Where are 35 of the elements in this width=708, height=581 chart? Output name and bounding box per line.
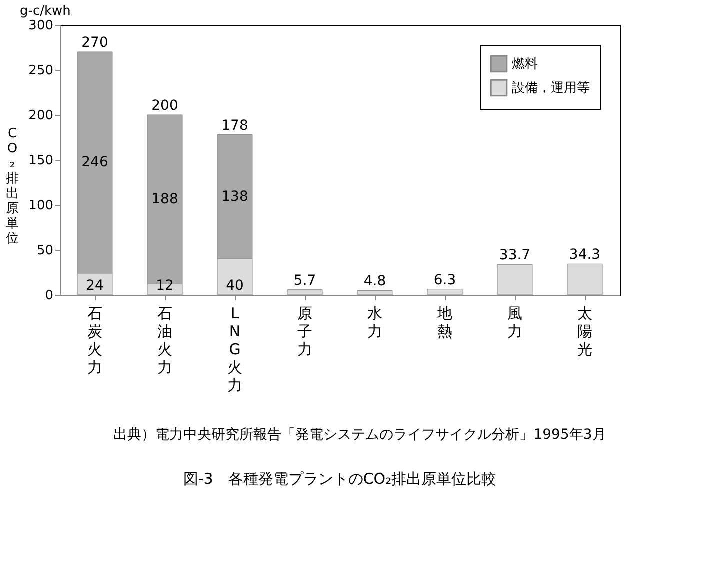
text: 図-3 各種発電プラントのCO₂排出原単位比較: [183, 470, 497, 488]
total-label: 200: [152, 98, 178, 114]
x-tick-label: 石炭火力: [88, 304, 102, 376]
x-tick-label: 石油火力: [158, 304, 172, 376]
total-label: 178: [222, 118, 248, 134]
data-label: 246: [82, 154, 108, 171]
text: g-c/kwh: [20, 4, 71, 19]
source-note: 出典）電力中央研究所報告「発電システムのライフサイクル分析」1995年3月: [114, 427, 606, 443]
x-tick-label: 太陽光: [578, 304, 592, 358]
x-tick-label: 原子力: [298, 304, 312, 358]
total-label: 270: [82, 35, 108, 51]
data-label: 24: [86, 278, 104, 294]
y-tick-label: 150: [28, 154, 54, 168]
y-tick-label: 250: [28, 64, 54, 78]
data-label: 188: [152, 192, 178, 208]
total-label: 34.3: [569, 247, 601, 264]
y-tick-label: 50: [36, 244, 54, 258]
total-label: 4.8: [364, 274, 386, 290]
y-tick-label: 300: [28, 18, 54, 34]
legend-label: 設備，運用等: [512, 81, 590, 96]
x-tick-label: 水力: [368, 304, 382, 340]
y-tick-label: 100: [28, 198, 54, 214]
y-tick-label: 200: [28, 108, 54, 124]
data-label: 40: [226, 278, 244, 294]
legend-label: 燃料: [512, 57, 538, 72]
x-tick-label: 風力: [508, 304, 522, 340]
data-label: 12: [156, 278, 174, 294]
y-axis-title: CO₂排出原単位: [6, 126, 19, 246]
total-label: 33.7: [499, 248, 531, 264]
x-tick-label: LNG火力: [228, 304, 242, 394]
total-label: 6.3: [434, 272, 456, 288]
y-tick-label: 0: [45, 288, 54, 304]
data-label: 138: [222, 188, 248, 205]
total-label: 5.7: [294, 272, 316, 289]
x-tick-label: 地熱: [436, 304, 452, 340]
